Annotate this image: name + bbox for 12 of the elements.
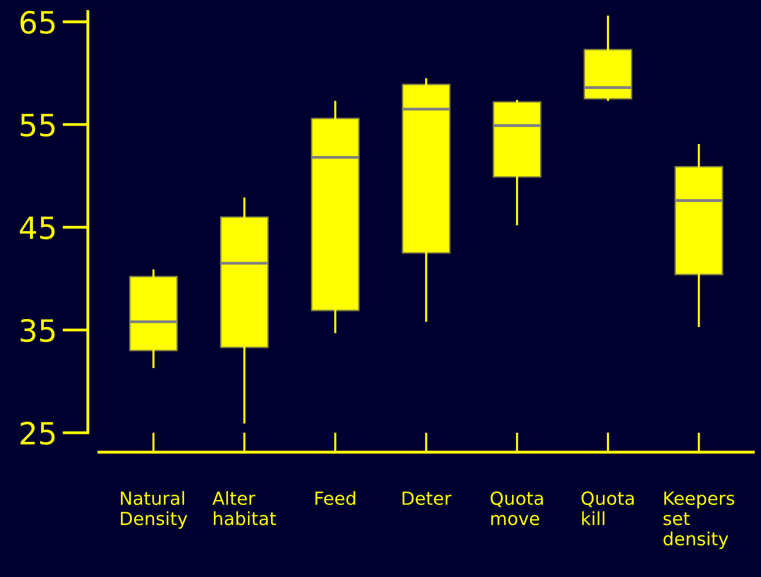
x-tick-label: Keepers set density xyxy=(664,492,734,549)
x-tick-label: Quota move xyxy=(490,491,543,526)
x-tick-label: Alter habitat xyxy=(212,491,276,526)
y-tick-label: 65 xyxy=(20,10,55,34)
y-tick-label: 25 xyxy=(20,422,55,445)
x-tick-label: Quota kill xyxy=(582,491,634,526)
x-tick-label: Natural Density xyxy=(120,491,188,529)
y-tick-label: 35 xyxy=(20,318,55,342)
x-tick-label: Feed xyxy=(316,491,356,506)
y-tick-label: 55 xyxy=(20,114,55,137)
x-tick-label: Deter xyxy=(402,492,452,506)
y-tick-label: 45 xyxy=(20,216,55,240)
